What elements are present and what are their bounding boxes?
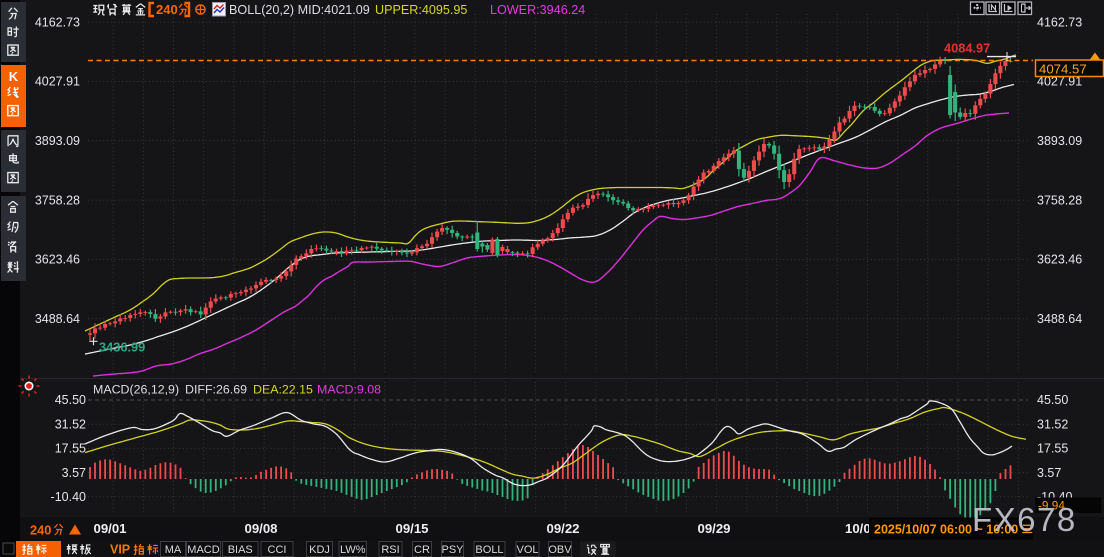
svg-text:UPPER:4095.95: UPPER:4095.95	[375, 3, 467, 17]
svg-text:-9.94: -9.94	[1038, 499, 1065, 513]
svg-text:MACD(26,12,9): MACD(26,12,9)	[93, 383, 179, 397]
svg-text:3.57: 3.57	[62, 466, 86, 480]
svg-text:09/29: 09/29	[697, 521, 730, 536]
svg-text:CCI: CCI	[268, 544, 287, 556]
svg-text:09/22: 09/22	[546, 521, 579, 536]
svg-text:17.55: 17.55	[1037, 442, 1068, 456]
svg-text:31.52: 31.52	[55, 417, 86, 431]
svg-text:BIAS: BIAS	[228, 544, 253, 556]
svg-text:240: 240	[30, 523, 51, 538]
svg-text:KDJ: KDJ	[309, 544, 330, 556]
svg-text:3.57: 3.57	[1037, 466, 1061, 480]
svg-text:3623.46: 3623.46	[35, 253, 80, 267]
svg-text:10/0: 10/0	[845, 521, 871, 536]
svg-text:RSI: RSI	[381, 544, 399, 556]
svg-text:4027.91: 4027.91	[1037, 75, 1082, 89]
svg-text:4162.73: 4162.73	[1037, 15, 1082, 29]
svg-text:DEA:22.15: DEA:22.15	[253, 383, 313, 397]
svg-text:45.50: 45.50	[1037, 393, 1068, 407]
svg-text:PSY: PSY	[441, 544, 464, 556]
svg-text:3623.46: 3623.46	[1037, 253, 1082, 267]
svg-text:BOLL: BOLL	[475, 544, 503, 556]
svg-text:VOL: VOL	[516, 544, 538, 556]
svg-text:3893.09: 3893.09	[1037, 134, 1082, 148]
svg-text:MACD: MACD	[187, 544, 219, 556]
svg-text:31.52: 31.52	[1037, 417, 1068, 431]
svg-text:3758.28: 3758.28	[35, 193, 80, 207]
svg-text:LW%: LW%	[340, 544, 366, 556]
svg-text:BOLL(20,2) MID:4021.09: BOLL(20,2) MID:4021.09	[229, 3, 370, 17]
svg-text:17.55: 17.55	[55, 442, 86, 456]
svg-text:3488.64: 3488.64	[1037, 312, 1082, 326]
svg-text:VIP: VIP	[110, 543, 130, 557]
svg-text:K: K	[9, 69, 19, 84]
svg-text:09/08: 09/08	[244, 521, 277, 536]
svg-text:4162.73: 4162.73	[35, 15, 80, 29]
svg-text:4084.97: 4084.97	[944, 41, 990, 56]
svg-text:4027.91: 4027.91	[35, 75, 80, 89]
svg-text:3893.09: 3893.09	[35, 134, 80, 148]
svg-text:MA: MA	[165, 544, 182, 556]
svg-text:MACD:9.08: MACD:9.08	[317, 383, 381, 397]
svg-text:240: 240	[156, 2, 178, 17]
svg-text:3758.28: 3758.28	[1037, 193, 1082, 207]
svg-text:09/15: 09/15	[395, 521, 428, 536]
svg-text:LOWER:3946.24: LOWER:3946.24	[490, 3, 585, 17]
svg-text:2025/10/07 06:00 ~ 10:00: 2025/10/07 06:00 ~ 10:00	[874, 523, 1018, 537]
svg-text:3436.99: 3436.99	[99, 340, 145, 355]
svg-text:OBV: OBV	[548, 544, 572, 556]
svg-text:45.50: 45.50	[55, 393, 86, 407]
svg-text:CR: CR	[414, 544, 430, 556]
svg-text:3488.64: 3488.64	[35, 312, 80, 326]
svg-text:FX678: FX678	[972, 501, 1077, 538]
svg-text:DIFF:26.69: DIFF:26.69	[185, 383, 247, 397]
svg-text:4074.57: 4074.57	[1039, 61, 1087, 76]
svg-text:09/01: 09/01	[93, 521, 126, 536]
svg-text:-10.40: -10.40	[51, 490, 86, 504]
